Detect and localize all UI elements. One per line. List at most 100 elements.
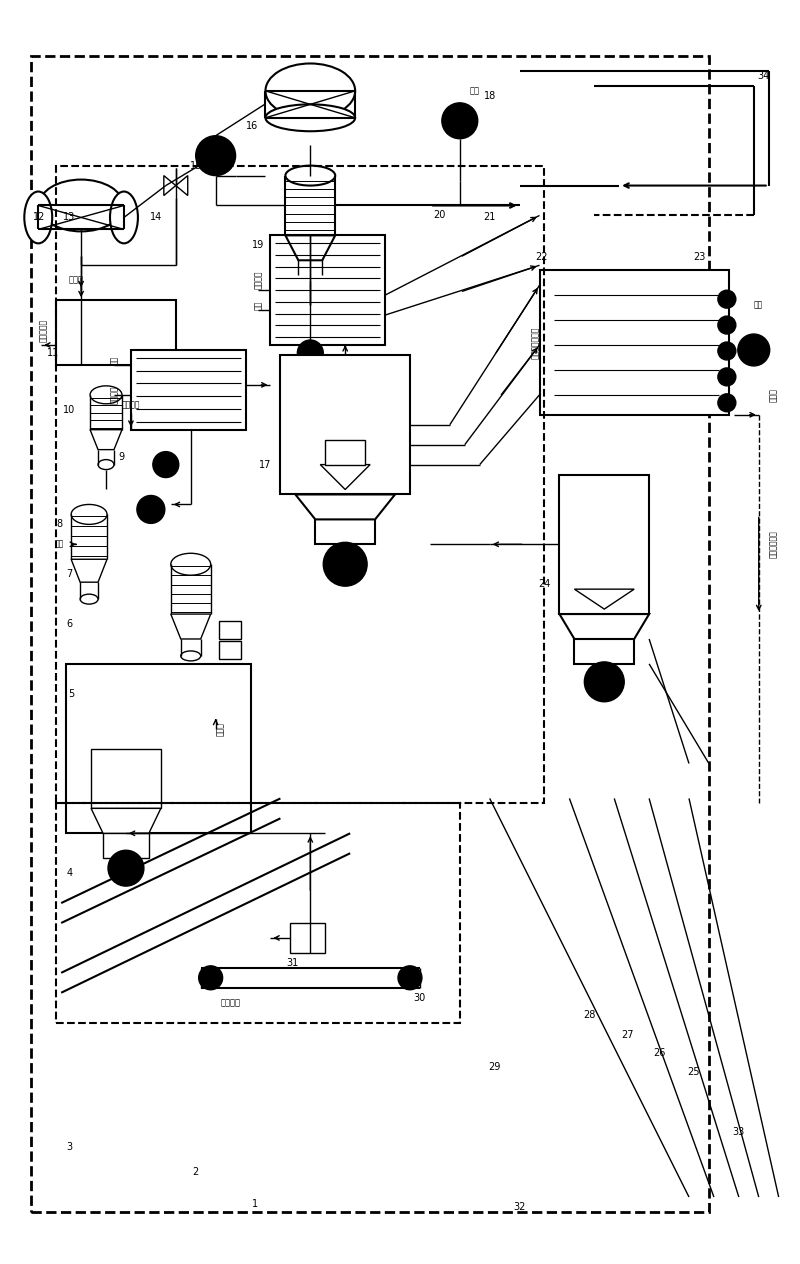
Text: 13: 13 [63, 212, 75, 222]
Text: 12: 12 [33, 212, 46, 222]
Circle shape [718, 343, 736, 360]
Ellipse shape [110, 192, 138, 244]
Text: 31: 31 [286, 958, 298, 968]
Polygon shape [176, 176, 188, 196]
Polygon shape [71, 559, 107, 583]
Circle shape [718, 316, 736, 334]
Text: 工业水: 工业水 [69, 276, 84, 284]
Circle shape [718, 394, 736, 412]
Text: 5: 5 [68, 689, 74, 699]
Text: 锅炉给水: 锅炉给水 [254, 270, 263, 289]
Bar [56, 804, 460, 1023]
Polygon shape [559, 614, 649, 640]
Text: 3: 3 [66, 1143, 72, 1153]
Bar [574, 640, 634, 664]
Text: 4: 4 [66, 868, 72, 878]
Text: 成品液输出: 成品液输出 [38, 319, 48, 341]
Bar [559, 474, 649, 614]
Circle shape [584, 662, 624, 702]
Circle shape [108, 851, 144, 886]
Text: 24: 24 [538, 579, 550, 589]
Text: 20: 20 [434, 210, 446, 220]
Ellipse shape [286, 166, 335, 186]
Text: 1: 1 [253, 1200, 258, 1208]
Ellipse shape [71, 504, 107, 525]
Text: 输送风: 输送风 [769, 388, 778, 402]
Bar [539, 270, 729, 415]
Text: 空气: 空气 [470, 86, 480, 95]
Circle shape [298, 340, 323, 365]
Text: 8: 8 [56, 520, 62, 530]
Circle shape [323, 542, 367, 586]
Text: 28: 28 [583, 1010, 595, 1020]
Ellipse shape [24, 192, 52, 244]
Circle shape [718, 368, 736, 386]
Text: 11: 11 [47, 348, 59, 358]
Ellipse shape [181, 651, 201, 661]
Bar [326, 440, 365, 465]
Text: 7: 7 [66, 569, 72, 579]
Bar [290, 923, 326, 953]
Text: 34: 34 [758, 71, 770, 81]
Text: 23: 23 [693, 253, 705, 263]
Text: 29: 29 [489, 1063, 501, 1072]
Text: 30: 30 [414, 992, 426, 1002]
Text: 成品氧化铝输出: 成品氧化铝输出 [531, 327, 540, 359]
Bar [131, 350, 246, 430]
Ellipse shape [98, 460, 114, 469]
Text: 9: 9 [118, 451, 124, 461]
Bar [66, 664, 250, 833]
Text: 空气: 空气 [54, 540, 64, 549]
Ellipse shape [266, 105, 355, 131]
Ellipse shape [90, 386, 122, 403]
Text: 18: 18 [483, 91, 496, 101]
Polygon shape [91, 809, 161, 833]
Text: 17: 17 [259, 460, 272, 470]
Text: 蒸汽: 蒸汽 [254, 301, 263, 310]
Polygon shape [164, 176, 176, 196]
Text: 27: 27 [621, 1030, 634, 1039]
Circle shape [718, 291, 736, 308]
Polygon shape [574, 589, 634, 609]
Text: 15: 15 [190, 161, 202, 171]
Ellipse shape [38, 179, 123, 231]
Bar [103, 833, 149, 858]
Text: 空气: 空气 [754, 301, 763, 310]
Circle shape [198, 966, 222, 990]
Polygon shape [320, 465, 370, 489]
Circle shape [153, 451, 178, 478]
Text: 25: 25 [688, 1068, 700, 1077]
Circle shape [738, 334, 770, 365]
Circle shape [196, 135, 235, 176]
Text: 16: 16 [246, 121, 258, 130]
Text: 19: 19 [252, 240, 265, 250]
Text: 22: 22 [535, 253, 548, 263]
Ellipse shape [298, 269, 322, 281]
Bar [218, 621, 241, 640]
Circle shape [137, 495, 165, 523]
Bar [270, 235, 385, 345]
Circle shape [442, 102, 478, 139]
Text: 26: 26 [653, 1048, 666, 1058]
Bar [315, 520, 375, 545]
Polygon shape [90, 430, 122, 450]
Text: 流化风: 流化风 [216, 722, 225, 736]
Text: 流化风: 流化风 [346, 545, 354, 559]
Text: 2: 2 [193, 1167, 199, 1177]
Bar [281, 355, 410, 494]
Polygon shape [286, 235, 335, 260]
Text: 结晶铝盐: 结晶铝盐 [221, 999, 241, 1007]
Ellipse shape [80, 594, 98, 604]
Bar [56, 166, 545, 804]
Text: 蒸汽: 蒸汽 [110, 355, 118, 364]
Text: 33: 33 [733, 1127, 745, 1138]
Bar [218, 641, 241, 659]
Text: 一次助燃空气: 一次助燃空气 [769, 531, 778, 559]
Text: 去流化元: 去流化元 [122, 401, 140, 410]
Circle shape [398, 966, 422, 990]
Bar [31, 56, 709, 1212]
Bar [56, 300, 176, 365]
Text: 14: 14 [150, 212, 162, 222]
Text: 6: 6 [66, 619, 72, 629]
Ellipse shape [266, 63, 355, 119]
